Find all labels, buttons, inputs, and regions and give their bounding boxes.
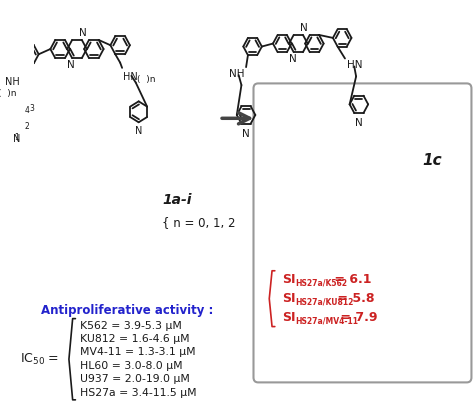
Text: N: N: [242, 129, 250, 139]
Text: N: N: [13, 134, 20, 144]
Text: N: N: [289, 54, 297, 64]
Text: HN: HN: [123, 72, 138, 82]
Text: = 6.1: = 6.1: [329, 273, 371, 286]
Text: 1: 1: [14, 133, 18, 142]
Text: Antiproliferative activity :: Antiproliferative activity :: [41, 304, 213, 317]
Text: SI: SI: [282, 273, 296, 286]
Text: U937 = 2.0-19.0 μM: U937 = 2.0-19.0 μM: [80, 375, 190, 384]
Text: HS27a = 3.4-11.5 μM: HS27a = 3.4-11.5 μM: [80, 388, 197, 398]
Text: K562 = 3.9-5.3 μM: K562 = 3.9-5.3 μM: [80, 321, 182, 330]
Text: = 7.9: = 7.9: [336, 311, 377, 324]
Text: KU812 = 1.6-4.6 μM: KU812 = 1.6-4.6 μM: [80, 334, 190, 344]
Text: N: N: [300, 23, 308, 33]
Text: N: N: [135, 126, 142, 136]
Text: HS27a/KU812: HS27a/KU812: [295, 297, 354, 306]
Text: HN: HN: [347, 60, 362, 71]
FancyBboxPatch shape: [254, 83, 472, 382]
Text: 1c: 1c: [423, 153, 442, 168]
Text: N: N: [79, 28, 87, 38]
Text: NH: NH: [5, 77, 19, 87]
Text: IC$_{50}$ =: IC$_{50}$ =: [20, 352, 60, 367]
Text: (  )n: ( )n: [137, 75, 155, 84]
Text: N: N: [67, 60, 75, 70]
Text: NH: NH: [229, 69, 244, 79]
Text: SI: SI: [282, 292, 296, 305]
Text: MV4-11 = 1.3-3.1 μM: MV4-11 = 1.3-3.1 μM: [80, 348, 196, 357]
Text: HL60 = 3.0-8.0 μM: HL60 = 3.0-8.0 μM: [80, 361, 182, 371]
Text: { n = 0, 1, 2: { n = 0, 1, 2: [162, 216, 235, 229]
Text: HS27a/MV4-11: HS27a/MV4-11: [295, 316, 358, 325]
Text: 4: 4: [25, 106, 30, 115]
Text: HS27a/K562: HS27a/K562: [295, 278, 347, 287]
Text: (  )n: ( )n: [0, 89, 16, 98]
Text: SI: SI: [282, 311, 296, 324]
Text: 1a-i: 1a-i: [163, 193, 192, 207]
Text: = 5.8: = 5.8: [333, 292, 374, 305]
Text: 2: 2: [24, 122, 29, 131]
Text: N: N: [355, 118, 363, 128]
Text: 3: 3: [29, 104, 34, 113]
